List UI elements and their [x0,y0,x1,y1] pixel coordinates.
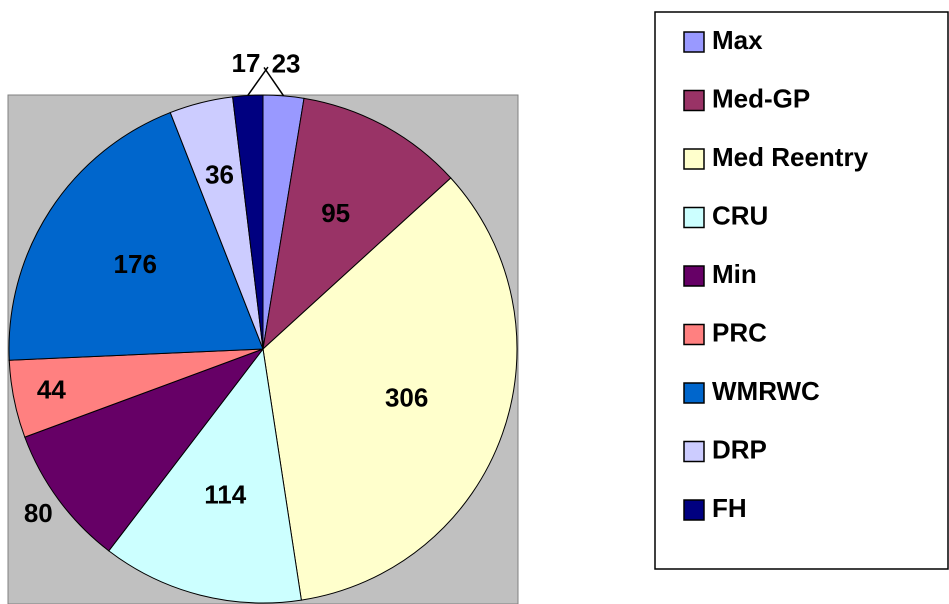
legend-label: PRC [712,317,767,347]
data-label: 36 [205,159,234,189]
legend-swatch [683,440,705,463]
legend-swatch [683,89,705,112]
legend-label: FH [712,493,747,523]
data-label: 114 [204,480,246,510]
data-label: 80 [24,498,53,528]
legend-label: Min [712,259,757,289]
legend-swatch [683,499,705,521]
legend-label: Med-GP [712,83,810,113]
pie-slice [24,347,265,552]
legend-label: WMRWC [712,376,820,406]
pie-slice [262,177,518,601]
leader-line [247,66,269,96]
legend-swatch [683,148,705,170]
legend-label: Med Reentry [712,142,869,172]
data-label: 306 [385,383,428,413]
data-label: 23 [272,48,301,78]
data-label: 17 [231,48,260,78]
legend-swatch [683,323,705,346]
pie-slice [232,94,264,350]
pie-slice [8,111,264,361]
legend-label: CRU [712,200,768,230]
pie-slice [108,347,302,604]
pie-slice [262,97,452,351]
legend-swatch [683,206,705,229]
data-label: 176 [114,249,157,279]
data-label: 95 [321,198,350,228]
legend-label: Max [712,25,763,55]
legend-swatch [683,382,705,404]
data-label: 44 [37,375,66,405]
leader-line [263,67,285,97]
legend-swatch [683,31,705,53]
legend-label: DRP [712,434,767,464]
legend-swatch [683,265,705,287]
